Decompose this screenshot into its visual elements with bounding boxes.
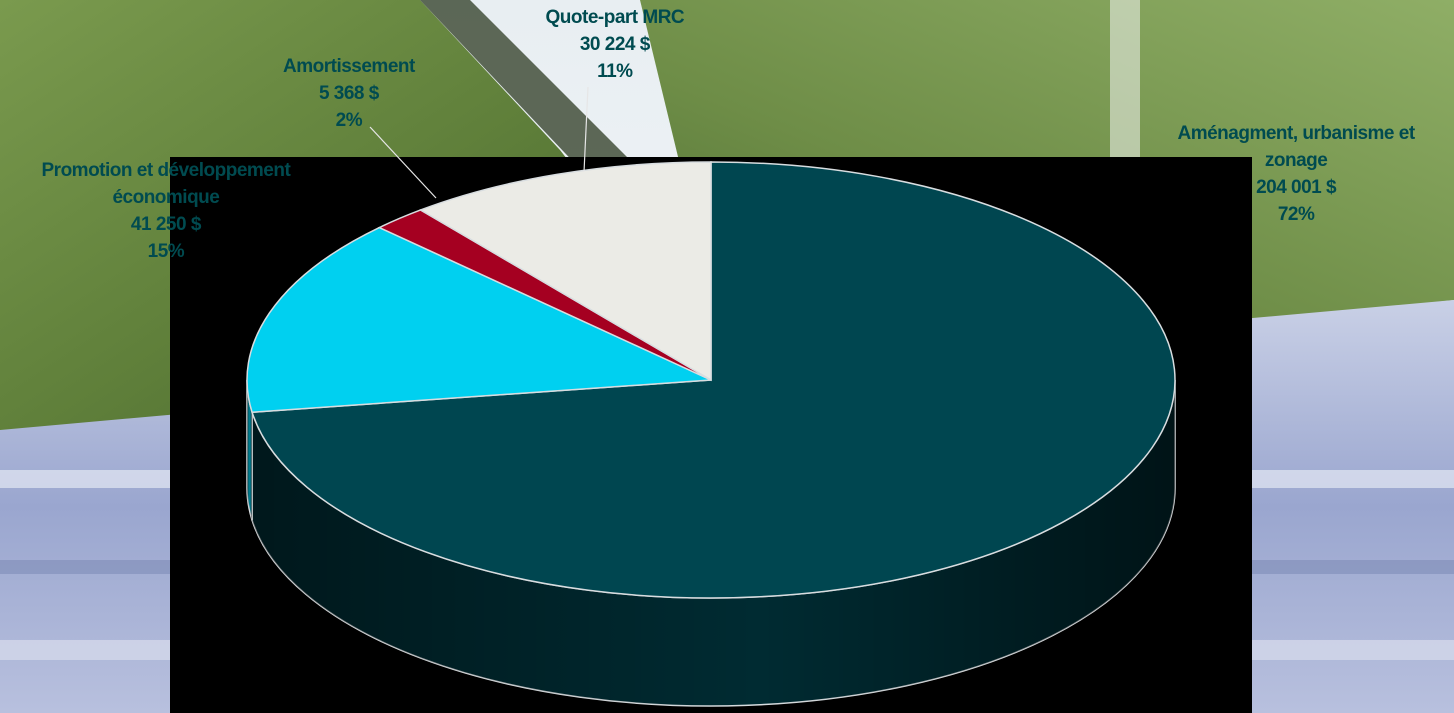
data-label-3: Amortissement 5 368 $ 2% [283, 53, 415, 134]
data-label-2: Promotion et développement économique 41 2… [42, 157, 291, 265]
pie-slice-1 [251, 161, 1176, 599]
data-label-line: Promotion et développement [41, 160, 291, 181]
data-label-line: zonage [1264, 150, 1328, 171]
pie-slice-side-shade-2 [247, 380, 253, 521]
data-label-1: Aménagment, urbanisme et zonage 204 001 $ 7… [1177, 120, 1416, 228]
pie-slice-side-shade-1 [252, 380, 1176, 707]
data-label-line: 30 224 $ [579, 34, 650, 55]
data-label-line: économique [112, 187, 220, 208]
data-label-line: 72% [1277, 204, 1315, 225]
leader-line-4 [583, 86, 589, 173]
leader-line-3 [369, 126, 437, 199]
pie-slice-2 [246, 226, 712, 414]
pie-slice-4 [418, 161, 712, 382]
data-label-line: 15% [147, 241, 185, 262]
data-label-line: 2% [335, 110, 363, 131]
data-label-line: 41 250 $ [130, 214, 201, 235]
data-label-line: 204 001 $ [1256, 177, 1337, 198]
data-label-line: Quote-part MRC [545, 7, 685, 28]
data-label-line: 5 368 $ [318, 83, 379, 104]
data-label-line: 11% [597, 61, 633, 82]
data-label-line: Aménagment, urbanisme et [1177, 123, 1416, 144]
data-label-line: Amortissement [283, 56, 415, 77]
data-label-4: Quote-part MRC 30 224 $ 11% [546, 4, 685, 85]
